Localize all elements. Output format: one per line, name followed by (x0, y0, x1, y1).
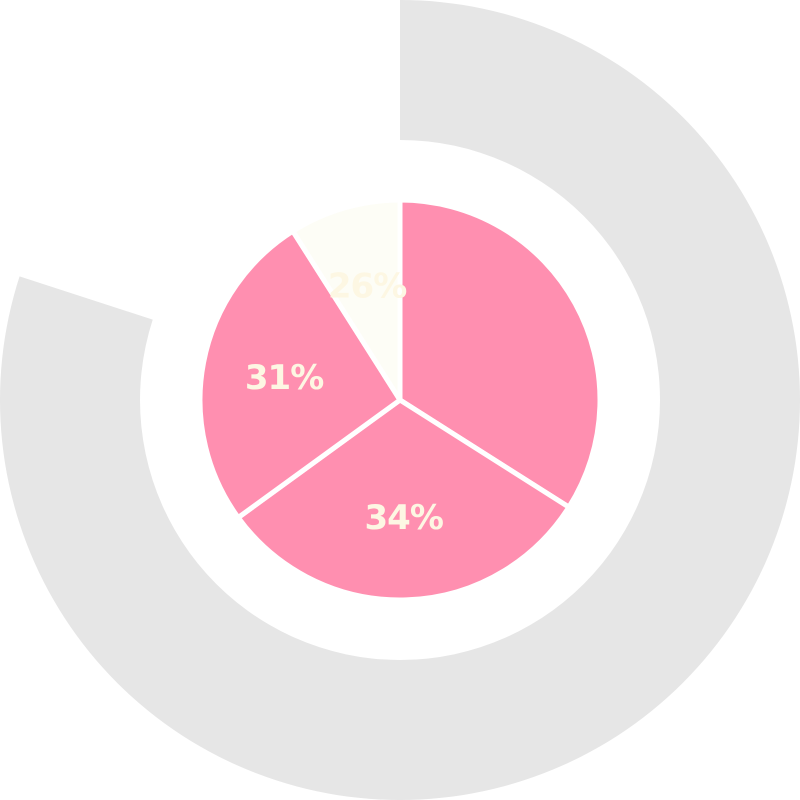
slice-label-3: 26% (328, 267, 406, 307)
pie-slice-remainder (290, 197, 403, 403)
slice-labels: 34% 31% 26% (245, 267, 444, 538)
inner-pie (197, 197, 603, 603)
slice-label-1: 34% (365, 498, 443, 538)
slice-label-2: 31% (245, 358, 323, 398)
pie-slice-3 (197, 228, 403, 521)
pie-slice-2 (235, 397, 572, 603)
